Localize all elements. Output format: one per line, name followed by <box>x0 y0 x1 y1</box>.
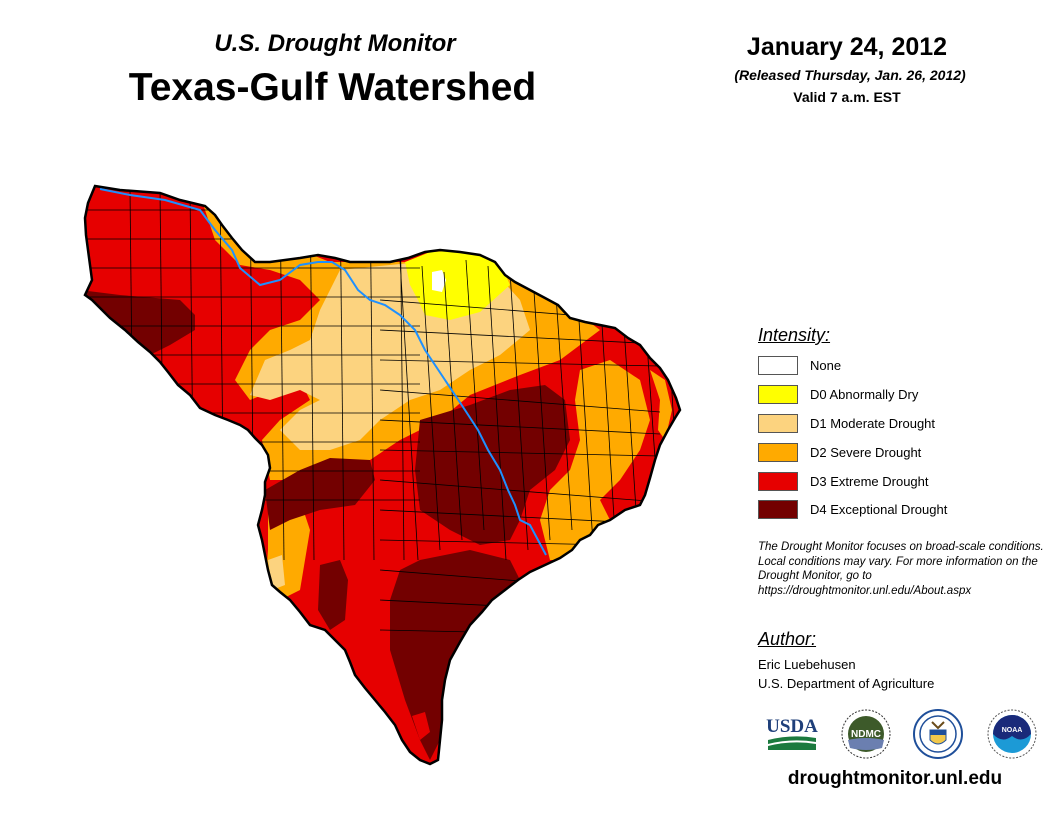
legend-swatch <box>758 384 798 404</box>
county-line <box>421 265 441 551</box>
legend-item-none: None <box>758 355 841 375</box>
legend-item-d2: D2 Severe Drought <box>758 442 921 462</box>
svg-text:NOAA: NOAA <box>1002 727 1023 734</box>
legend-swatch <box>758 442 798 462</box>
d1-region-southwest <box>268 555 285 590</box>
d4-region-pocket <box>318 560 348 630</box>
d2-region-far-east <box>650 370 672 440</box>
county-line <box>379 329 661 345</box>
legend-item-d4: D4 Exceptional Drought <box>758 499 947 519</box>
doc-seal-logo <box>913 709 963 759</box>
legend-item-d1: D1 Moderate Drought <box>758 413 935 433</box>
county-line <box>553 265 573 531</box>
d0-region-north <box>405 250 510 320</box>
county-line <box>465 259 485 531</box>
d4-region-southwest <box>265 458 375 530</box>
release-date: (Released Thursday, Jan. 26, 2012) <box>734 67 966 83</box>
legend-swatch <box>758 413 798 433</box>
map-title: Texas-Gulf Watershed <box>128 66 537 109</box>
river <box>99 188 547 556</box>
legend-label: None <box>810 357 842 373</box>
svg-text:NDMC: NDMC <box>851 729 881 740</box>
legend-item-d3: D3 Extreme Drought <box>758 471 929 491</box>
legend-label: D2 Severe Drought <box>810 444 922 460</box>
ndmc-logo: NDMC <box>841 709 891 759</box>
county-line <box>379 449 661 457</box>
legend-title: Intensity: <box>758 325 831 345</box>
noaa-logo: NOAA <box>987 709 1037 759</box>
d3-region-pocket <box>412 712 430 740</box>
county-line <box>509 271 529 551</box>
legend-label: D4 Exceptional Drought <box>810 501 948 517</box>
d4-region-central <box>415 385 570 545</box>
disclaimer-note: The Drought Monitor focuses on broad-sca… <box>758 541 1044 597</box>
legend-label: D0 Abnormally Dry <box>810 386 919 402</box>
d2-region-east <box>540 360 650 560</box>
author-organization: U.S. Department of Agriculture <box>758 676 935 691</box>
county-line <box>443 271 463 541</box>
county-line <box>379 419 661 435</box>
county-line <box>379 479 661 503</box>
county-line <box>686 266 704 550</box>
svg-text:USDA: USDA <box>766 716 818 737</box>
author-heading: Author: <box>758 629 817 649</box>
map-subtitle: U.S. Drought Monitor <box>214 30 456 57</box>
legend-swatch <box>758 471 798 491</box>
author-name: Eric Luebehusen <box>758 657 856 672</box>
legend-swatch <box>758 499 798 519</box>
county-line <box>379 389 661 413</box>
county-line <box>399 259 419 561</box>
valid-time: Valid 7 a.m. EST <box>793 89 901 105</box>
none-region <box>432 270 446 292</box>
drought-map <box>83 184 704 766</box>
watershed-outline <box>83 184 682 766</box>
website-link[interactable]: droughtmonitor.unl.edu <box>787 768 1003 789</box>
county-line <box>487 265 507 561</box>
usda-logo: USDA <box>766 716 818 750</box>
legend-label: D3 Extreme Drought <box>810 473 929 489</box>
legend-item-d0: D0 Abnormally Dry <box>758 384 918 404</box>
d4-region-west <box>85 290 195 355</box>
county-line <box>379 359 661 367</box>
legend-label: D1 Moderate Drought <box>810 415 936 431</box>
legend-swatch <box>758 355 798 375</box>
map-date: January 24, 2012 <box>746 33 948 61</box>
